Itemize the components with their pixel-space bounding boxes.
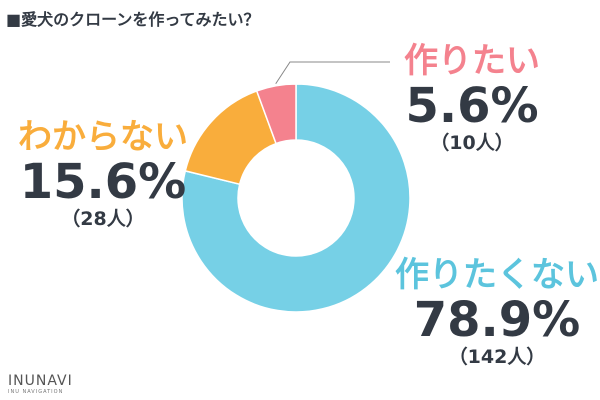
inunavi-logo: INUNAVI INU NAVIGATION [8, 374, 73, 396]
leader-line-want [275, 61, 390, 85]
label-dontwant: 作りたくない 78.9% （142人） [392, 256, 600, 368]
label-want: 作りたい 5.6% （10人） [382, 42, 562, 154]
label-dontknow-count: （28人） [61, 208, 145, 230]
label-dontwant-value: 78.9% [413, 292, 581, 348]
label-want-value: 5.6% [405, 78, 539, 134]
label-dontknow: わからない 15.6% （28人） [8, 118, 198, 230]
logo-main-text: INUNAVI [8, 373, 73, 389]
label-dontwant-count: （142人） [448, 346, 546, 368]
slice-want [255, 83, 297, 145]
label-dontwant-name: 作りたくない [395, 255, 599, 295]
label-want-count: （10人） [430, 132, 514, 154]
slice-dontwant [181, 83, 411, 313]
label-dontknow-name: わからない [18, 117, 188, 157]
chart-title: ■愛犬のクローンを作ってみたい？ [6, 10, 260, 29]
logo-sub-text: INU NAVIGATION [8, 389, 64, 395]
label-dontknow-value: 15.6% [19, 154, 187, 210]
label-want-name: 作りたい [404, 41, 540, 81]
